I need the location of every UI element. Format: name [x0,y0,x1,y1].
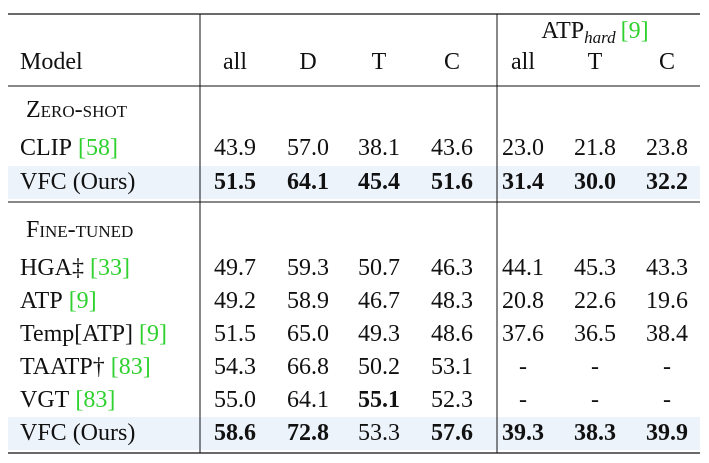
model-label: ATP [20,288,63,314]
cell-value: 49.7 [214,255,256,281]
model-name: CLIP [58] [20,135,118,161]
cell-value: 64.1 [287,387,329,413]
cell-value: 53.1 [431,354,473,380]
cell-value: 20.8 [502,288,544,314]
model-label: VGT [20,387,70,413]
row-highlight [8,166,700,199]
cell-value: 23.8 [646,135,688,161]
section-title: Fine-tuned [26,217,133,243]
cell-value: 22.6 [574,288,616,314]
cell-value: 57.6 [431,420,473,446]
cell-value: 31.4 [502,169,544,195]
cell-value: 38.4 [646,321,688,347]
cell-value: 54.3 [214,354,256,380]
group-header: ATPhard [9] [541,18,648,47]
cell-value: 43.9 [214,135,256,161]
cell-value: 46.3 [431,255,473,281]
cell-value: 52.3 [431,387,473,413]
cell-value: 45.3 [574,255,616,281]
model-name: Temp[ATP] [9] [20,321,167,347]
model-name: VFC (Ours) [20,169,135,195]
cell-value: 38.1 [358,135,400,161]
cell-value: - [519,387,527,413]
cell-value: 55.1 [358,387,400,413]
cell-value: 65.0 [287,321,329,347]
cell-value: - [591,387,599,413]
cell-value: 23.0 [502,135,544,161]
cell-value: - [519,354,527,380]
model-label: VFC (Ours) [20,420,135,446]
cell-value: 51.6 [431,169,473,195]
cell-value: - [663,354,671,380]
citation: [9] [69,288,97,314]
model-label: HGA‡ [20,255,84,281]
cell-value: 45.4 [358,169,400,195]
cell-value: 55.0 [214,387,256,413]
cell-value: 59.3 [287,255,329,281]
cell-value: 36.5 [574,321,616,347]
column-header: T [372,49,387,75]
cell-value: 64.1 [287,169,329,195]
column-header: all [223,49,247,75]
citation: [83] [75,387,115,413]
cell-value: 32.2 [646,169,688,195]
cell-value: 44.1 [502,255,544,281]
cell-value: 72.8 [287,420,329,446]
section-title: Zero-shot [26,97,128,123]
model-label: TAATP† [20,354,105,380]
model-name: ATP [9] [20,288,97,314]
cell-value: 53.3 [358,420,400,446]
cell-value: 37.6 [502,321,544,347]
column-header: D [299,49,316,75]
model-name: VFC (Ours) [20,420,135,446]
cell-value: 58.6 [214,420,256,446]
column-header: C [444,49,460,75]
cell-value: 21.8 [574,135,616,161]
cell-value: 58.9 [287,288,329,314]
citation: [58] [78,135,118,161]
cell-value: 30.0 [574,169,616,195]
cell-value: 57.0 [287,135,329,161]
column-header: Model [20,49,83,75]
cell-value: 46.7 [358,288,400,314]
cell-value: 66.8 [287,354,329,380]
cell-value: 49.2 [214,288,256,314]
model-name: TAATP† [83] [20,354,151,380]
model-name: VGT [83] [20,387,115,413]
cell-value: 50.2 [358,354,400,380]
column-header: C [659,49,675,75]
cell-value: 43.6 [431,135,473,161]
cell-value: 19.6 [646,288,688,314]
citation: [83] [111,354,151,380]
model-label: VFC (Ours) [20,169,135,195]
group-header-cite: [9] [621,18,649,44]
cell-value: - [591,354,599,380]
citation: [9] [139,321,167,347]
group-header-text: ATP [541,18,584,44]
model-name: HGA‡ [33] [20,255,130,281]
cell-value: 51.5 [214,169,256,195]
cell-value: 49.3 [358,321,400,347]
cell-value: 43.3 [646,255,688,281]
cell-value: 48.3 [431,288,473,314]
cell-value: - [663,387,671,413]
citation: [33] [90,255,130,281]
row-highlight [8,417,700,450]
cell-value: 39.3 [502,420,544,446]
cell-value: 48.6 [431,321,473,347]
model-label: CLIP [20,135,72,161]
group-header-subscript: hard [584,28,616,47]
cell-value: 51.5 [214,321,256,347]
cell-value: 50.7 [358,255,400,281]
model-label: Temp[ATP] [20,321,133,347]
column-header: all [511,49,535,75]
cell-value: 39.9 [646,420,688,446]
cell-value: 38.3 [574,420,616,446]
column-header: T [588,49,603,75]
